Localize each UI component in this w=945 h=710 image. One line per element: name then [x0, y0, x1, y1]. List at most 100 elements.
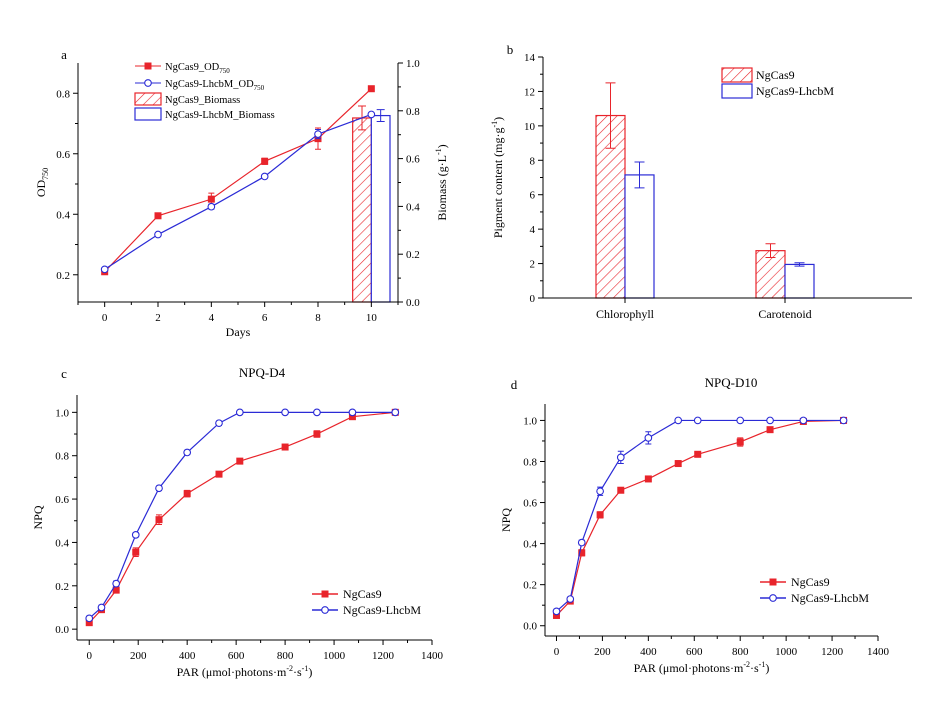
legend-entry: NgCas9 [791, 575, 830, 589]
y-axis-label: NPQ [499, 508, 513, 532]
legend-entry-main: NgCas9_Biomass [165, 95, 240, 106]
data-point [693, 416, 702, 425]
x-axis-label: PAR (μmol·photons·m-2·s-1) [177, 664, 313, 679]
x-tick-label: 600 [686, 646, 703, 658]
y-axis-label-main: OD [34, 180, 48, 198]
data-point [207, 202, 216, 211]
bar-NgCas9-LhcbM [624, 174, 655, 299]
data-point [644, 434, 653, 442]
legend-entry: NgCas9_Biomass [165, 95, 240, 106]
y-tick-label: 2 [530, 259, 536, 271]
y-tick-label: 0.8 [55, 451, 69, 463]
legend: NgCas9 NgCas9-LhcbM [721, 67, 834, 99]
data-point [367, 85, 375, 93]
data-point [131, 530, 140, 539]
x-axis-label-part: PAR (μmol·photons·m [634, 661, 744, 675]
y-tick-label: 0.4 [55, 537, 69, 549]
x-tick-label: 8 [315, 312, 321, 324]
legend-entry: NgCas9-LhcbM [756, 84, 834, 98]
legend-entry: NgCas9 [343, 587, 382, 601]
data-point [766, 426, 774, 434]
errorbar-NgCas9-LhcbM [794, 262, 805, 267]
x-axis-label: PAR (μmol·photons·m-2·s-1) [634, 660, 770, 675]
y-tick-label: 0.8 [56, 88, 70, 100]
bar-NgCas9-LhcbM [784, 263, 815, 299]
panel-d-chart: d NPQ-D10 0 200 400 600 800 1000 1200 1400 0.0 0.2 0… [499, 375, 890, 675]
legend-entry: NgCas9-LhcbM [343, 603, 421, 617]
panel-c-chart: c NPQ-D4 0 200 400 600 800 1000 1200 1400 0.0 0.2 0.… [31, 365, 444, 679]
series-line-NgCas9-LhcbM [556, 419, 844, 612]
data-point [674, 416, 683, 425]
data-point [578, 549, 586, 557]
data-point [260, 172, 269, 181]
legend-swatch-bar [721, 83, 753, 99]
data-point [391, 408, 400, 417]
data-point [154, 212, 162, 220]
x-tick-label: 200 [594, 646, 611, 658]
y-tick-label: 6 [530, 190, 536, 202]
data-point [314, 130, 322, 138]
x-axis-label-part: ) [308, 665, 312, 679]
data-point [97, 603, 106, 612]
y-tick-label: 0.8 [523, 456, 537, 468]
data-point [155, 484, 163, 493]
data-point [736, 438, 744, 446]
x-tick-label: 1200 [821, 646, 844, 658]
data-point [694, 450, 702, 458]
x-axis-label-sup: -1 [302, 664, 309, 673]
data-point [112, 579, 121, 588]
data-point [367, 110, 376, 119]
data-point [596, 511, 604, 519]
x-axis-label-part: ) [765, 661, 769, 675]
x-category-label: Carotenoid [758, 307, 811, 321]
x-tick-label: 800 [277, 650, 294, 662]
bar-NgCas9-LhcbM_Biomass [370, 114, 391, 303]
x-tick-label: 400 [640, 646, 657, 658]
y-axis-label: OD750 [34, 168, 50, 197]
x-tick-label: 2 [155, 312, 161, 324]
x-tick-label: 800 [732, 646, 749, 658]
x-tick-label: 1000 [775, 646, 798, 658]
x-tick-label: 0 [554, 646, 560, 658]
x-tick-label: 1000 [323, 650, 346, 662]
y2-tick-label: 0.4 [406, 201, 420, 213]
y2-tick-label: 0.8 [406, 106, 420, 118]
panel-b-chart: b 0 2 4 6 8 10 12 14 Chlorophyll Carotenoid Pigment… [490, 42, 912, 321]
x-axis-label: Days [226, 325, 251, 339]
y-tick-label: 4 [530, 224, 536, 236]
x-tick-label: 1400 [421, 650, 444, 662]
data-point [207, 195, 215, 203]
y-tick-label: 0.6 [56, 149, 70, 161]
data-point [100, 265, 109, 274]
panel-label-a: a [61, 47, 67, 62]
data-point [313, 408, 321, 417]
y-tick-label: 0.0 [523, 621, 537, 633]
data-point [566, 595, 575, 603]
errorbar-NgCas9 [605, 82, 616, 149]
legend-swatch-bar [721, 67, 753, 83]
y2-axis-label: Biomass (g·L-1) [434, 144, 449, 220]
data-point [617, 486, 625, 494]
legend-entry-main: NgCas9_OD [165, 62, 220, 73]
x-tick-label: 6 [262, 312, 268, 324]
legend-entry-sub: 750 [219, 67, 230, 75]
legend-swatch-marker [769, 594, 777, 602]
chart-title: NPQ-D10 [705, 375, 758, 390]
y-axis-label-end: ) [491, 117, 505, 121]
legend-entry-main: NgCas9-LhcbM_Biomass [165, 110, 275, 121]
legend: NgCas9_OD750NgCas9-LhcbM_OD750NgCas9_Bio… [134, 62, 275, 121]
x-tick-label: 4 [209, 312, 215, 324]
legend-entry-main: NgCas9-LhcbM_OD [165, 79, 254, 90]
x-axis-label-sup: -2 [286, 664, 293, 673]
x-tick-label: 1400 [867, 646, 890, 658]
data-point [236, 457, 244, 465]
data-point [215, 470, 223, 478]
series-line-NgCas9-LhcbM [88, 411, 396, 619]
data-point [155, 516, 163, 524]
legend-swatch-bar [134, 92, 162, 106]
data-point [215, 419, 223, 428]
legend-swatch-marker [144, 79, 152, 87]
data-point [85, 614, 94, 623]
data-point [281, 443, 289, 451]
y2-axis-label-end: ) [435, 144, 449, 148]
